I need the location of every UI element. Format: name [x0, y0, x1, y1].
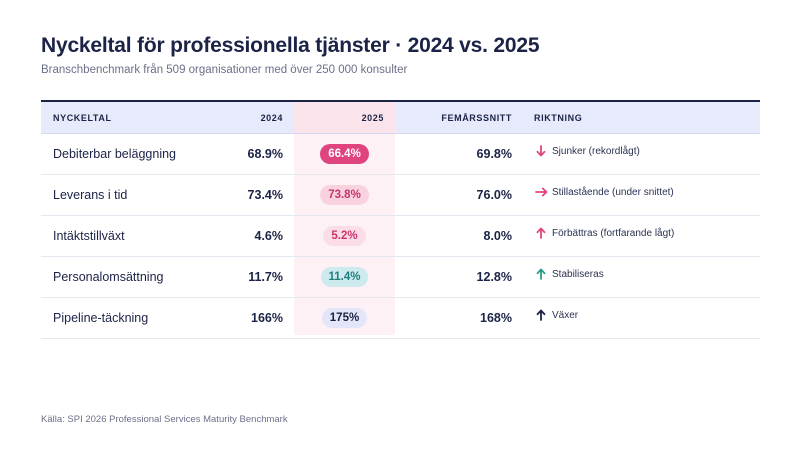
- value-2025-badge: 5.2%: [323, 226, 366, 246]
- direction-label: Sjunker (rekordlågt): [552, 145, 640, 157]
- direction-cell: Förbättras (fortfarande lågt): [534, 216, 674, 256]
- table-row: Personalomsättning 11.7% 11.4% 12.8% Stabili…: [41, 257, 760, 298]
- arrow-right-icon: [534, 185, 548, 199]
- header-direction: RIKTNING: [534, 112, 583, 123]
- value-2024: 166%: [251, 311, 283, 325]
- value-2025-cell: 175%: [294, 298, 395, 338]
- page-subtitle: Branschbenchmark från 509 organisationer…: [41, 64, 408, 76]
- header-five-year-average: FEMÅRSSNITT: [441, 112, 512, 123]
- metric-name: Debiterbar beläggning: [53, 147, 177, 161]
- highlight-column-2025: [294, 102, 395, 335]
- value-2025-badge: 73.8%: [320, 185, 369, 205]
- page-title: Nyckeltal för professionella tjänster · …: [41, 34, 540, 57]
- metric-name: Pipeline-täckning: [53, 311, 149, 325]
- source-note: Källa: SPI 2026 Professional Services Ma…: [41, 414, 288, 425]
- arrow-up-icon: [534, 226, 548, 240]
- direction-cell: Sjunker (rekordlågt): [534, 134, 640, 174]
- direction-cell: Stillastående (under snittet): [534, 175, 674, 215]
- value-2025-badge: 66.4%: [320, 144, 369, 164]
- header-2024: 2024: [260, 112, 283, 123]
- direction-cell: Stabiliseras: [534, 257, 604, 297]
- direction-cell: Växer: [534, 298, 578, 338]
- direction-label: Förbättras (fortfarande lågt): [552, 227, 675, 239]
- value-2025-badge: 175%: [321, 308, 368, 328]
- value-2025-cell: 11.4%: [294, 257, 395, 297]
- metric-name: Intäktstillväxt: [53, 229, 125, 243]
- direction-label: Stabiliseras: [552, 268, 604, 280]
- value-2025-cell: 66.4%: [294, 134, 395, 174]
- direction-label: Växer: [552, 309, 579, 321]
- kpi-table: NYCKELTAL 2024 2025 FEMÅRSSNITT RIKTNING…: [41, 100, 760, 339]
- metric-name: Leverans i tid: [53, 188, 128, 202]
- value-2025-cell: 73.8%: [294, 175, 395, 215]
- value-five-year-average: 8.0%: [483, 229, 513, 243]
- value-five-year-average: 168%: [480, 311, 512, 325]
- highlight-header-2025: [294, 102, 395, 133]
- table-row: Intäktstillväxt 4.6% 5.2% 8.0% Förbättras (f…: [41, 216, 760, 257]
- arrow-down-icon: [534, 144, 548, 158]
- value-five-year-average: 69.8%: [476, 147, 512, 161]
- table-row: Debiterbar beläggning 68.9% 66.4% 69.8% Sjun…: [41, 134, 760, 175]
- value-2024: 73.4%: [247, 188, 283, 202]
- table-row: Leverans i tid 73.4% 73.8% 76.0% Stillaståen…: [41, 175, 760, 216]
- value-2025-cell: 5.2%: [294, 216, 395, 256]
- value-five-year-average: 76.0%: [476, 188, 512, 202]
- arrow-up-icon: [534, 267, 548, 281]
- value-2025-badge: 11.4%: [320, 267, 369, 287]
- value-2024: 68.9%: [247, 147, 283, 161]
- metric-name: Personalomsättning: [53, 270, 164, 284]
- value-five-year-average: 12.8%: [476, 270, 512, 284]
- arrow-up-icon: [534, 308, 548, 322]
- direction-label: Stillastående (under snittet): [552, 186, 674, 198]
- header-metric: NYCKELTAL: [53, 112, 112, 123]
- header-2025: 2025: [361, 112, 384, 123]
- value-2024: 11.7%: [248, 270, 283, 284]
- table-row: Pipeline-täckning 166% 175% 168% Växer: [41, 298, 760, 339]
- value-2024: 4.6%: [254, 229, 284, 243]
- table-header-row: NYCKELTAL 2024 2025 FEMÅRSSNITT RIKTNING: [41, 102, 760, 134]
